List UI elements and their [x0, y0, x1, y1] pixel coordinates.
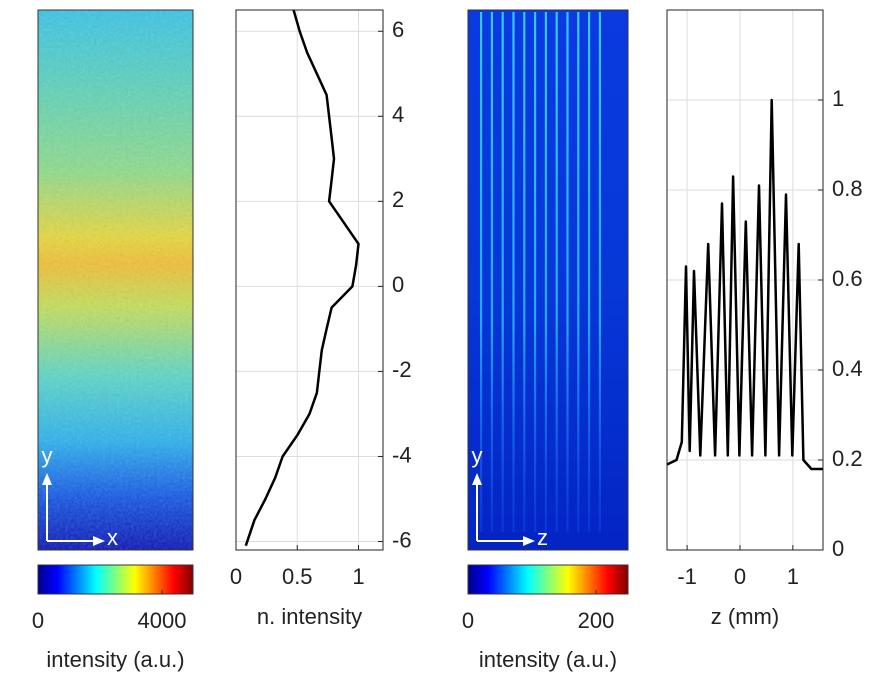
axes-frame	[666, 9, 824, 551]
y-tick-label: 0.4	[832, 356, 863, 381]
y-tick-label: 1	[832, 86, 844, 111]
arrow-head	[93, 536, 105, 546]
x-axis-label: z (mm)	[711, 604, 779, 629]
colorbar	[37, 564, 194, 595]
arrow-label: y	[42, 443, 53, 468]
y-tick-label: 0.8	[832, 176, 863, 201]
y-tick-label: 2	[392, 187, 404, 212]
y-tick-label: 0	[392, 272, 404, 297]
x-tick-label: 0	[734, 564, 746, 589]
y-tick-label: -4	[392, 442, 412, 467]
image-frame	[467, 9, 629, 551]
arrow-label: y	[472, 443, 483, 468]
image-noise	[38, 10, 193, 550]
profile-line	[244, 9, 360, 547]
profile-line	[666, 98, 823, 471]
y-tick-label: -2	[392, 357, 412, 382]
plot-area	[236, 10, 383, 550]
y-tick-label: 0.6	[832, 266, 863, 291]
stripe	[501, 12, 504, 532]
stripe	[555, 12, 558, 532]
y-tick-label: 4	[392, 102, 404, 127]
x-tick-label: 0.5	[282, 564, 313, 589]
colorbar-label: intensity (a.u.)	[46, 647, 184, 672]
stripe	[588, 12, 591, 532]
stripe	[544, 12, 547, 532]
stripe	[490, 12, 493, 532]
x-tick-label: 1	[352, 564, 364, 589]
stripe	[480, 12, 483, 532]
arrow-label: x	[107, 525, 118, 550]
image	[468, 10, 628, 550]
colorbar	[467, 564, 629, 595]
stripe	[534, 12, 537, 532]
y-tick-label: 6	[392, 17, 404, 42]
colorbar-tick-label: 0	[32, 608, 44, 633]
stripe	[523, 12, 526, 532]
colorbar-label: intensity (a.u.)	[479, 647, 617, 672]
arrow-label: z	[537, 525, 548, 550]
stripe	[512, 12, 515, 532]
axes-frame	[235, 9, 384, 551]
x-tick-label: 1	[787, 564, 799, 589]
y-tick-label: -6	[392, 527, 412, 552]
colorbar-tick-label: 4000	[138, 608, 187, 633]
colorbar-tick-label: 0	[462, 608, 474, 633]
x-tick-label: -1	[677, 564, 697, 589]
colorbar-tick-label: 200	[578, 608, 615, 633]
stripe	[577, 12, 580, 532]
y-tick-label: 0	[832, 536, 844, 561]
y-tick-label: 0.2	[832, 446, 863, 471]
image-frame	[37, 9, 194, 551]
arrow-head	[523, 536, 535, 546]
stripe	[598, 12, 601, 532]
x-axis-label: n. intensity	[257, 604, 362, 629]
arrow-head	[42, 473, 52, 485]
arrow-head	[472, 473, 482, 485]
x-tick-label: 0	[230, 564, 242, 589]
stripe	[566, 12, 569, 532]
